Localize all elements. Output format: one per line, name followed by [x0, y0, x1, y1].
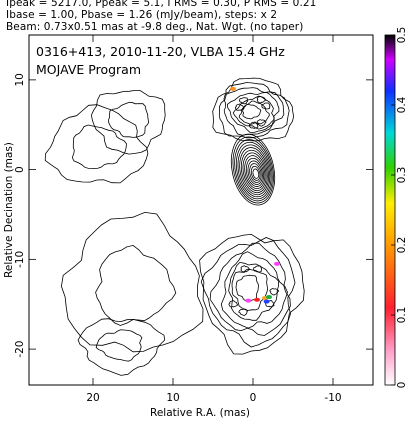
colorbar-tick-label: 0 — [396, 382, 408, 389]
contour-line — [269, 288, 280, 296]
plot-title: 0316+413, 2010-11-20, VLBA 15.4 GHz — [36, 44, 285, 59]
core-contour — [245, 157, 265, 187]
y-axis-label: Relative Decination (mas) — [3, 142, 15, 278]
contour-line — [235, 274, 259, 302]
x-tick-label: 0 — [250, 392, 257, 404]
y-tick-label: 10 — [14, 73, 26, 86]
contour-layer — [44, 77, 305, 376]
x-axis-label: Relative R.A. (mas) — [150, 407, 250, 419]
x-tick-label: -10 — [324, 392, 341, 404]
contour-line — [90, 90, 166, 155]
contour-line — [242, 103, 262, 120]
core-contour — [242, 152, 267, 192]
polarization-hotspot — [263, 299, 270, 304]
core-contour — [230, 133, 276, 206]
contour-line — [108, 101, 150, 138]
contour-line — [228, 261, 280, 321]
contour-line — [261, 102, 271, 110]
colorbar-tick-label: 0.2 — [396, 237, 408, 254]
contour-line — [256, 95, 267, 104]
contour-line — [95, 244, 177, 326]
colorbar-axis: 0 0.1 0.2 0.3 0.4 0.5 — [391, 27, 408, 389]
contour-line — [44, 104, 149, 184]
y-tick-label: -10 — [14, 251, 26, 268]
contour-line — [60, 211, 204, 353]
x-tick-label: 10 — [166, 392, 179, 404]
contour-line — [253, 265, 263, 273]
x-axis: 20 10 0 -10 — [86, 35, 342, 404]
contour-line — [199, 233, 305, 355]
contour-line — [228, 300, 238, 308]
contour-line — [249, 121, 259, 129]
contour-line — [238, 308, 249, 316]
core-contour — [232, 136, 274, 204]
core-contour — [234, 139, 273, 202]
colorbar-tick-label: 0.4 — [396, 96, 408, 113]
header-line-1: Ipeak = 5217.0, Ppeak = 5.1, I RMS = 0.3… — [6, 0, 317, 9]
contour-line — [238, 97, 249, 105]
core-contour — [244, 155, 266, 190]
x-tick-label: 20 — [86, 392, 99, 404]
core-contour — [247, 160, 263, 185]
contour-line — [212, 77, 295, 142]
polarization-hotspot — [230, 86, 236, 91]
colorbar-tick-label: 0.3 — [396, 167, 408, 184]
contour-line — [209, 242, 291, 336]
colorbar-tick-label: 0.1 — [396, 307, 408, 324]
polarization-hotspot — [266, 295, 272, 300]
plot-subtitle: MOJAVE Program — [36, 62, 141, 77]
core-contour — [237, 144, 271, 198]
hotspot-layer — [230, 86, 280, 304]
y-axis: 10 0 -10 -20 — [14, 73, 373, 358]
colorbar — [384, 34, 396, 386]
contour-line — [95, 329, 143, 362]
y-tick-label: 0 — [14, 166, 26, 173]
core-contour — [239, 147, 269, 196]
polarization-hotspot — [274, 261, 280, 266]
colorbar-tick-label: 0.5 — [396, 27, 408, 44]
core-contour — [235, 141, 272, 200]
contour-line — [265, 300, 275, 308]
header-line-3: Beam: 0.73x0.51 mas at -9.8 deg., Nat. W… — [6, 21, 304, 33]
contour-line — [220, 251, 288, 329]
core-contour — [252, 168, 260, 179]
contour-line — [240, 265, 250, 273]
core-contour — [249, 163, 262, 183]
contour-line — [71, 124, 127, 170]
polarization-hotspot — [254, 297, 260, 302]
plot-frame — [28, 34, 374, 386]
contour-line — [200, 237, 296, 348]
header-line-2: Ibase = 1.00, Pbase = 1.26 (mJy/beam), s… — [6, 9, 278, 21]
contour-line — [226, 91, 280, 133]
contour-line — [77, 318, 166, 376]
contour-line — [234, 103, 245, 111]
core-contour — [250, 165, 261, 181]
core-contour — [240, 149, 268, 194]
y-tick-label: -20 — [14, 341, 26, 358]
contour-line — [218, 82, 290, 139]
contour-line — [256, 119, 267, 127]
polarization-hotspot — [245, 298, 252, 303]
contour-line — [238, 100, 270, 125]
